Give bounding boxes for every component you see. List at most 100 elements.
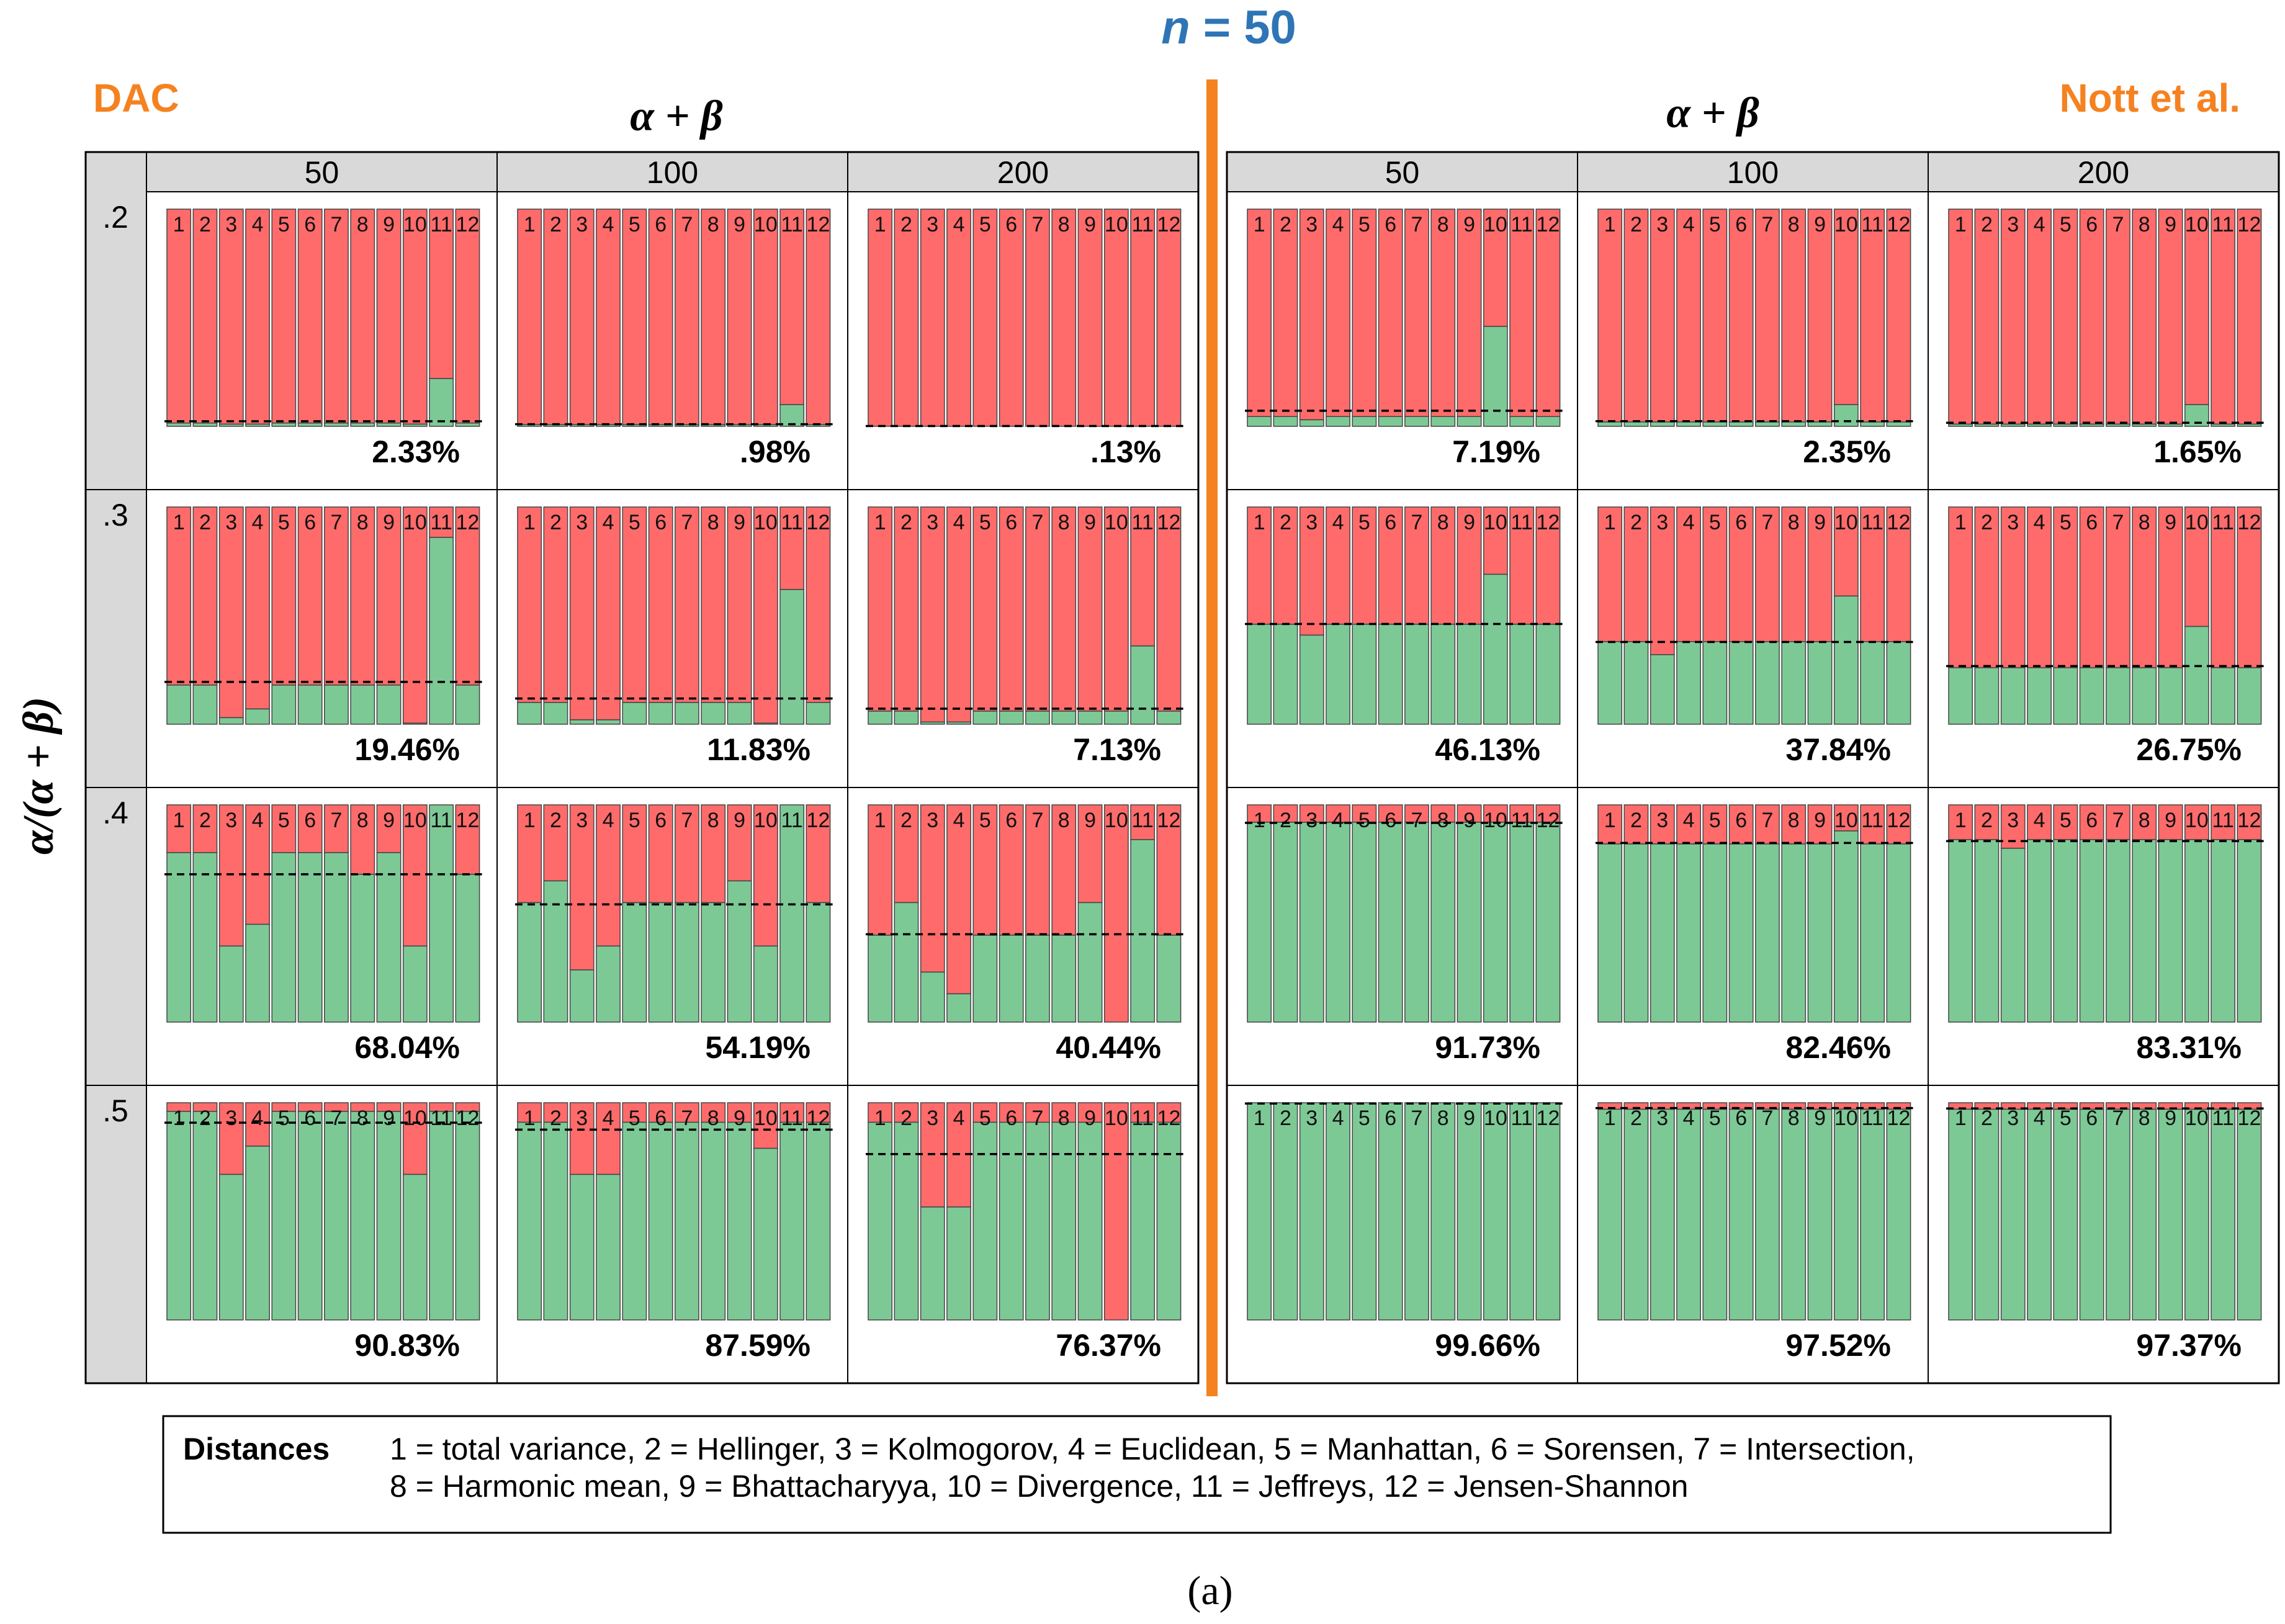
bar-correct [1781, 641, 1807, 725]
bar-incorrect [2079, 804, 2104, 840]
bar-correct [753, 722, 778, 725]
bar-correct [1597, 421, 1623, 427]
bar-correct [455, 1111, 480, 1321]
bar-index-label: 2 [900, 1106, 912, 1130]
bar-index-label: 7 [2112, 1106, 2124, 1130]
bar-index-label: 9 [383, 1106, 395, 1130]
bar-index-label: 1 [1604, 213, 1616, 236]
bar-index-label: 12 [2238, 213, 2261, 236]
bar-correct [648, 1121, 673, 1321]
bar-correct [324, 423, 349, 427]
bar-incorrect [972, 804, 998, 936]
bar-index-label: 6 [1385, 511, 1396, 534]
bar-incorrect [779, 1102, 805, 1123]
bar-incorrect [1483, 209, 1508, 327]
bar-index-label: 6 [304, 511, 316, 534]
bar-incorrect [245, 506, 270, 710]
bar-incorrect [569, 1102, 595, 1175]
bar-incorrect [1483, 804, 1508, 823]
bar-incorrect [324, 506, 349, 686]
bar-index-label: 3 [2007, 213, 2019, 236]
bar-correct [376, 684, 402, 725]
bar-correct [1650, 421, 1675, 427]
bar-index-label: 10 [2185, 1106, 2209, 1130]
bar-index-label: 10 [403, 511, 427, 534]
bar-index-label: 8 [1058, 809, 1070, 832]
bar-index-label: 4 [1332, 213, 1344, 236]
bar-correct [1273, 822, 1298, 1023]
bar-correct [1103, 711, 1129, 725]
bar-correct [1247, 416, 1272, 427]
bar-correct [1807, 641, 1833, 725]
bar-correct [2132, 1108, 2157, 1321]
bar-incorrect [1404, 209, 1429, 417]
bar-index-label: 7 [1761, 1106, 1773, 1130]
bar-correct [1755, 641, 1780, 725]
bar-index-label: 12 [456, 511, 480, 534]
bar-index-label: 9 [734, 213, 745, 236]
bar-index-label: 3 [2007, 809, 2019, 832]
bar-incorrect [1535, 804, 1561, 823]
bar-correct [1051, 1121, 1077, 1321]
bar-correct [1728, 421, 1754, 427]
bar-index-label: 8 [1058, 1106, 1070, 1130]
bar-correct [1781, 843, 1807, 1023]
bar-correct [1352, 822, 1377, 1023]
bar-index-label: 2 [550, 213, 562, 236]
bar-incorrect [1860, 506, 1885, 642]
panel-percentage-label: 97.37% [2136, 1328, 2242, 1363]
bar-index-label: 8 [1437, 511, 1449, 534]
bar-correct [2027, 1108, 2052, 1321]
panel-percentage-label: 97.52% [1785, 1328, 1891, 1363]
bar-incorrect [218, 804, 244, 947]
bar-index-label: 2 [1981, 1106, 1993, 1130]
bar-correct [218, 423, 244, 427]
bar-correct [1326, 1102, 1350, 1321]
bar-incorrect [2079, 209, 2104, 425]
bar-index-label: 1 [1955, 809, 1967, 832]
bar-index-label: 2 [1630, 809, 1642, 832]
bar-index-label: 12 [1157, 1106, 1181, 1130]
bar-index-label: 11 [1862, 213, 1883, 236]
bar-index-label: 11 [1862, 809, 1883, 832]
bar-correct [1457, 1102, 1482, 1321]
bar-incorrect [1535, 506, 1561, 625]
bar-index-label: 8 [1788, 1106, 1800, 1130]
bar-correct [1378, 416, 1403, 427]
bar-correct [2000, 423, 2026, 427]
bar-index-label: 5 [278, 809, 290, 832]
bar-incorrect [1025, 506, 1050, 712]
bar-index-label: 8 [1437, 1106, 1449, 1130]
bar-correct [1352, 416, 1377, 427]
bar-index-label: 3 [225, 213, 237, 236]
bar-index-label: 8 [357, 809, 369, 832]
bar-correct [675, 902, 699, 1023]
bar-index-label: 8 [2139, 809, 2150, 832]
bar-index-label: 7 [1761, 511, 1773, 534]
bar-correct [2211, 839, 2236, 1023]
bar-index-label: 6 [1005, 511, 1017, 534]
bar-index-label: 2 [550, 1106, 562, 1130]
bar-correct [1702, 843, 1728, 1023]
bar-incorrect [946, 506, 971, 723]
bar-index-label: 10 [1105, 511, 1128, 534]
bar-correct [1728, 843, 1754, 1023]
bar-incorrect [1051, 506, 1077, 712]
bar-incorrect [2237, 804, 2262, 840]
figure-title: n = 50 [1161, 1, 1296, 54]
bar-incorrect [455, 804, 480, 875]
bar-correct [1247, 822, 1272, 1023]
bar-index-label: 3 [576, 1106, 588, 1130]
bar-index-label: 10 [754, 511, 778, 534]
bar-incorrect [1755, 506, 1780, 642]
bar-index-label: 1 [1254, 809, 1265, 832]
bar-correct [999, 1121, 1024, 1321]
bar-incorrect [376, 506, 402, 686]
bar-correct [1755, 843, 1780, 1023]
bar-index-label: 4 [252, 1106, 264, 1130]
bar-incorrect [1886, 209, 1911, 423]
bar-correct [2237, 423, 2262, 427]
bar-correct [946, 721, 971, 725]
bar-index-label: 7 [681, 213, 693, 236]
